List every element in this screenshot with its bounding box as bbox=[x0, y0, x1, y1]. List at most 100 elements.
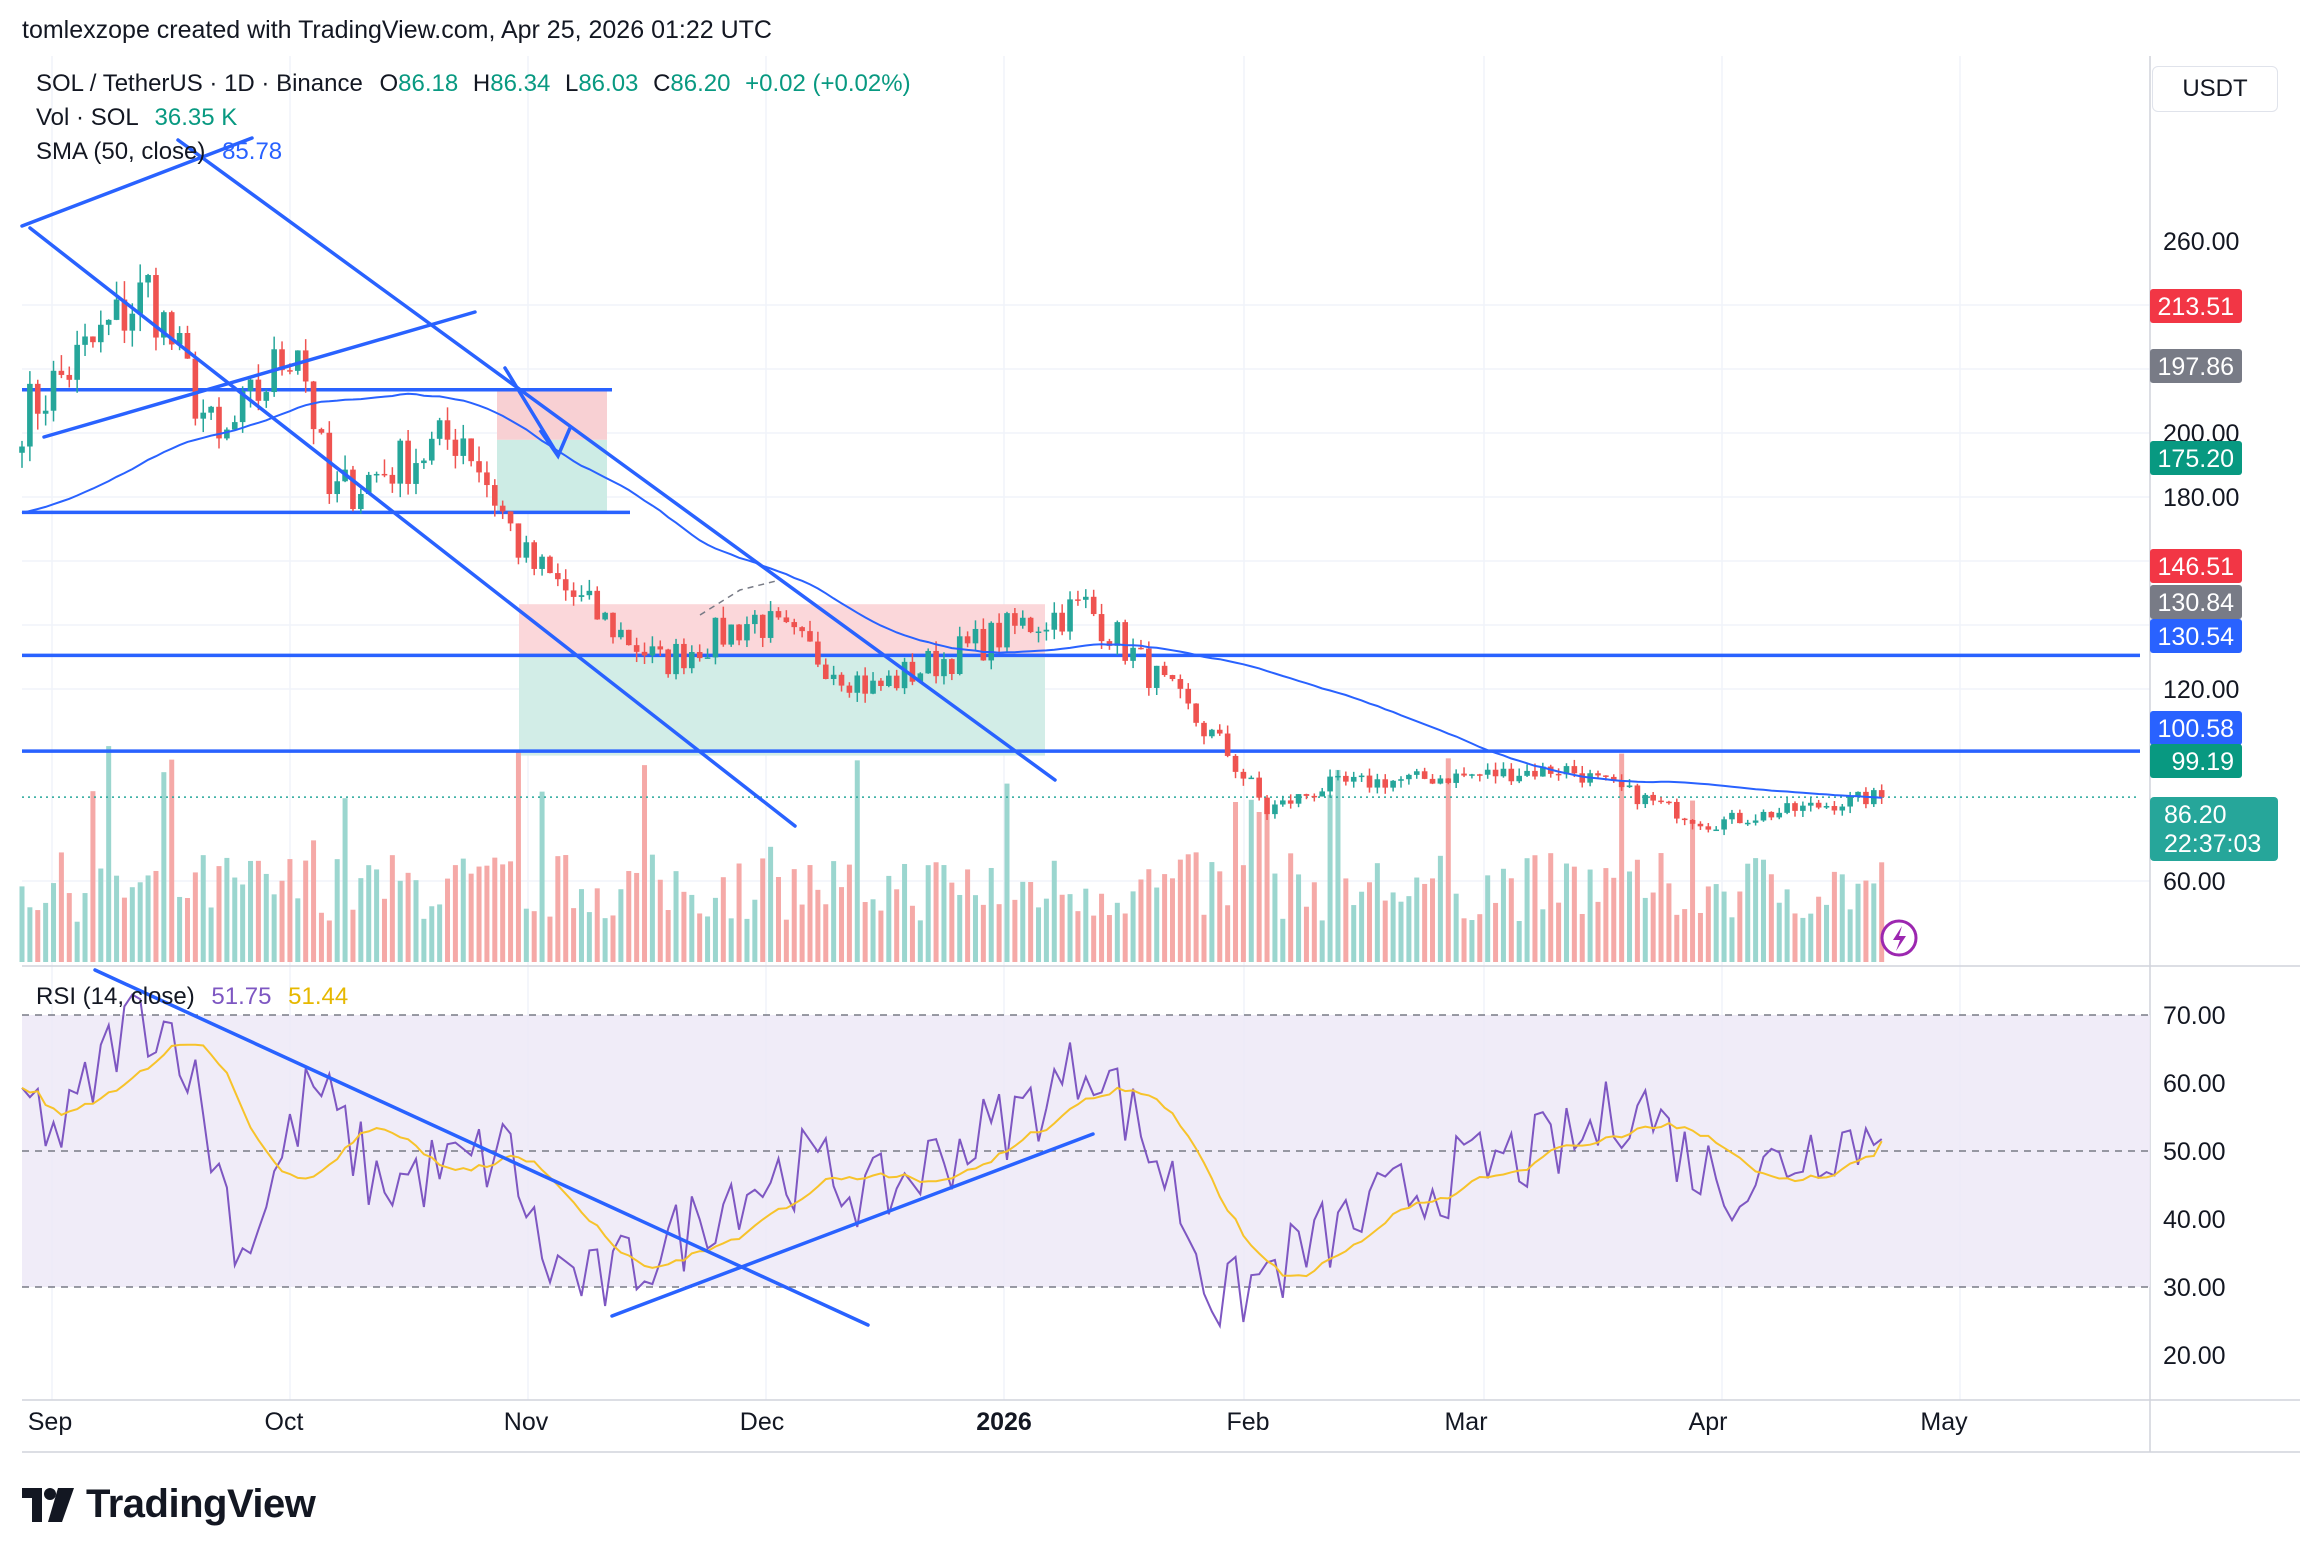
volume-bar bbox=[933, 862, 939, 962]
symbol-legend[interactable]: SOL / TetherUS · 1D · Binance O86.18 H86… bbox=[36, 70, 911, 98]
volume-bar bbox=[705, 916, 711, 962]
candle-body bbox=[1138, 647, 1144, 650]
volume-bar bbox=[303, 860, 309, 962]
candle-body bbox=[66, 374, 73, 380]
candle-body bbox=[436, 420, 443, 439]
volume-bar bbox=[287, 859, 293, 962]
volume-bar bbox=[366, 865, 372, 962]
volume-bar bbox=[791, 869, 797, 962]
candle-body bbox=[515, 523, 522, 558]
price-axis-tick-120.00: 120.00 bbox=[2163, 676, 2239, 704]
rsi-value: 51.75 bbox=[211, 983, 272, 1010]
volume-bar bbox=[839, 887, 845, 962]
candle-body bbox=[421, 460, 427, 464]
volume-bar bbox=[1485, 875, 1491, 962]
volume-bar bbox=[1004, 783, 1010, 962]
volume-bar bbox=[1012, 899, 1018, 962]
volume-bar bbox=[941, 865, 947, 962]
volume-bar bbox=[1453, 893, 1459, 962]
candle-body bbox=[822, 664, 829, 679]
candle-body bbox=[1737, 812, 1743, 824]
volume-bar bbox=[681, 891, 687, 962]
volume-bar bbox=[1272, 873, 1278, 962]
candle-body bbox=[1429, 778, 1436, 784]
symbol-name[interactable]: SOL / TetherUS · 1D · Binance bbox=[36, 70, 363, 97]
candle-body bbox=[570, 590, 577, 597]
candle-body bbox=[1319, 791, 1325, 797]
candle-body bbox=[901, 661, 908, 689]
volume-bar bbox=[1753, 858, 1759, 962]
candle-body bbox=[972, 628, 979, 644]
candle-body bbox=[1335, 775, 1341, 778]
volume-bar bbox=[232, 877, 238, 962]
volume-bar bbox=[19, 886, 25, 962]
volume-bar bbox=[1051, 860, 1057, 962]
currency-button[interactable]: USDT bbox=[2152, 66, 2278, 112]
sma-value: 85.78 bbox=[222, 138, 283, 165]
candle-body bbox=[909, 661, 916, 682]
candle-body bbox=[1185, 688, 1192, 704]
position-path-dashed bbox=[699, 579, 781, 616]
candle-body bbox=[555, 573, 561, 580]
sma-legend[interactable]: SMA (50, close) 85.78 bbox=[36, 138, 282, 166]
volume-bar bbox=[1359, 891, 1365, 962]
volume-bar bbox=[1816, 896, 1822, 962]
volume-bar bbox=[1209, 862, 1215, 962]
candle-body bbox=[161, 312, 167, 338]
rsi-uptrend-line bbox=[610, 1132, 1095, 1318]
volume-bar bbox=[1233, 802, 1239, 962]
volume-bar bbox=[358, 878, 364, 962]
projection-arrow-head bbox=[538, 427, 572, 460]
volume-bar bbox=[492, 857, 498, 962]
candle-body bbox=[1823, 806, 1830, 808]
volume-bar bbox=[1493, 902, 1499, 962]
volume-bar bbox=[1327, 794, 1333, 962]
volume-bar bbox=[1201, 914, 1207, 962]
sma-label: SMA (50, close) bbox=[36, 138, 206, 165]
lightning-icon-bolt bbox=[1893, 926, 1906, 951]
volume-bar bbox=[184, 898, 190, 962]
volume-bar bbox=[523, 908, 529, 962]
candle-body bbox=[941, 659, 947, 677]
volume-bar bbox=[618, 889, 624, 962]
candle-body bbox=[137, 282, 143, 314]
candle-body bbox=[1311, 795, 1318, 798]
volume-bar bbox=[1382, 900, 1388, 962]
candle-body bbox=[1445, 778, 1452, 783]
volume-bar bbox=[515, 751, 521, 962]
volume-bar bbox=[815, 889, 821, 962]
candle-body bbox=[673, 643, 679, 675]
volume-bar bbox=[846, 864, 852, 962]
volume-bar bbox=[1500, 868, 1506, 962]
lightning-icon bbox=[1880, 919, 1918, 957]
time-axis-label-2026: 2026 bbox=[976, 1408, 1032, 1436]
candle-body bbox=[854, 675, 861, 693]
volume-bar bbox=[114, 875, 120, 962]
volume-bar bbox=[649, 854, 655, 962]
volume-bar bbox=[82, 893, 88, 962]
price-badge-130.54: 130.54 bbox=[2150, 619, 2242, 653]
volume-bar bbox=[1036, 907, 1042, 962]
price-badge-bg bbox=[2150, 585, 2242, 619]
price-badge-130.84: 130.84 bbox=[2150, 585, 2242, 619]
volume-legend[interactable]: Vol · SOL 36.35 K bbox=[36, 104, 237, 132]
candle-body bbox=[1406, 774, 1412, 780]
volume-bar bbox=[35, 910, 41, 962]
volume-bar bbox=[1658, 853, 1664, 962]
rsi-legend[interactable]: RSI (14, close) 51.75 51.44 bbox=[36, 983, 348, 1011]
volume-bar bbox=[697, 913, 703, 962]
volume-bar bbox=[334, 859, 340, 962]
channel-lower-line bbox=[28, 226, 797, 828]
price-badge-197.86: 197.86 bbox=[2150, 349, 2242, 383]
candle-body bbox=[1264, 797, 1270, 815]
volume-bar bbox=[626, 871, 632, 962]
volume-bar bbox=[153, 870, 159, 962]
volume-bar bbox=[547, 916, 553, 962]
price-badge-99.19: 99.19 bbox=[2150, 744, 2242, 778]
volume-bar bbox=[177, 896, 183, 962]
volume-bar bbox=[106, 746, 112, 962]
time-axis-label-nov: Nov bbox=[504, 1408, 549, 1436]
volume-bar bbox=[1808, 913, 1814, 962]
candle-body bbox=[358, 493, 364, 510]
